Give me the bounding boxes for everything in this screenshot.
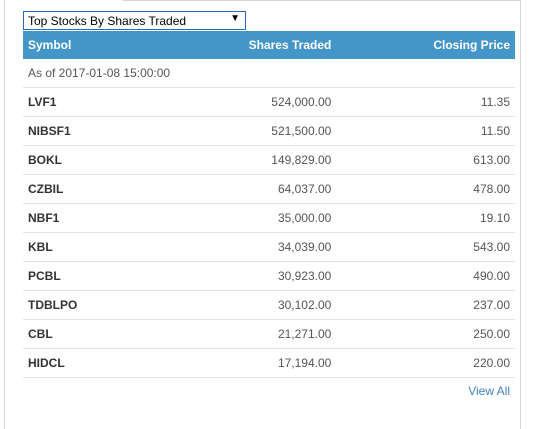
symbol-cell: PCBL xyxy=(23,261,146,291)
select-value: Top Stocks By Shares Traded xyxy=(28,13,187,28)
view-all-link[interactable]: View All xyxy=(468,384,510,398)
price-cell: 11.35 xyxy=(336,87,515,117)
symbol-cell: CZBIL xyxy=(23,174,146,204)
shares-cell: 149,829.00 xyxy=(145,145,337,175)
shares-cell: 35,000.00 xyxy=(145,203,337,233)
shares-cell: 30,102.00 xyxy=(145,290,337,320)
symbol-cell: BOKL xyxy=(23,145,146,175)
price-cell: 490.00 xyxy=(336,261,515,291)
table-row: CZBIL 64,037.00 478.00 xyxy=(23,174,515,204)
shares-cell: 64,037.00 xyxy=(145,174,337,204)
price-cell: 543.00 xyxy=(336,232,515,262)
price-cell: 478.00 xyxy=(336,174,515,204)
shares-cell: 524,000.00 xyxy=(145,87,337,117)
table-row: LVF1 524,000.00 11.35 xyxy=(23,87,515,117)
shares-column-header: Shares Traded xyxy=(145,31,337,59)
symbol-cell: NBF1 xyxy=(23,203,146,233)
top-stocks-table: Symbol Shares Traded Closing Price As of… xyxy=(23,31,515,378)
dropdown-arrow-icon: ▼ xyxy=(230,13,240,24)
price-cell: 250.00 xyxy=(336,319,515,349)
shares-cell: 521,500.00 xyxy=(145,116,337,146)
widget-frame xyxy=(4,0,521,429)
price-cell: 11.50 xyxy=(336,116,515,146)
price-column-header: Closing Price xyxy=(336,31,515,59)
symbol-cell: CBL xyxy=(23,319,146,349)
shares-cell: 21,271.00 xyxy=(145,319,337,349)
table-row: HIDCL 17,194.00 220.00 xyxy=(23,348,515,378)
price-cell: 19.10 xyxy=(336,203,515,233)
symbol-cell: NIBSF1 xyxy=(23,116,146,146)
price-cell: 220.00 xyxy=(336,348,515,378)
shares-cell: 30,923.00 xyxy=(145,261,337,291)
table-row: NBF1 35,000.00 19.10 xyxy=(23,203,515,233)
table-row: PCBL 30,923.00 490.00 xyxy=(23,261,515,291)
table-row: BOKL 149,829.00 613.00 xyxy=(23,145,515,175)
table-header-row: Symbol Shares Traded Closing Price xyxy=(23,31,515,59)
table-row: NIBSF1 521,500.00 11.50 xyxy=(23,116,515,146)
symbol-cell: TDBLPO xyxy=(23,290,146,320)
table-row: TDBLPO 30,102.00 237.00 xyxy=(23,290,515,320)
stock-list-select[interactable]: Top Stocks By Shares Traded ▼ xyxy=(23,11,246,30)
as-of-timestamp: As of 2017-01-08 15:00:00 xyxy=(23,59,515,88)
price-cell: 613.00 xyxy=(336,145,515,175)
symbol-cell: HIDCL xyxy=(23,348,146,378)
symbol-cell: LVF1 xyxy=(23,87,146,117)
table-row: KBL 34,039.00 543.00 xyxy=(23,232,515,262)
symbol-cell: KBL xyxy=(23,232,146,262)
price-cell: 237.00 xyxy=(336,290,515,320)
as-of-row: As of 2017-01-08 15:00:00 xyxy=(23,59,515,88)
tab-divider xyxy=(123,0,521,1)
shares-cell: 34,039.00 xyxy=(145,232,337,262)
symbol-column-header: Symbol xyxy=(23,31,146,59)
shares-cell: 17,194.00 xyxy=(145,348,337,378)
table-row: CBL 21,271.00 250.00 xyxy=(23,319,515,349)
